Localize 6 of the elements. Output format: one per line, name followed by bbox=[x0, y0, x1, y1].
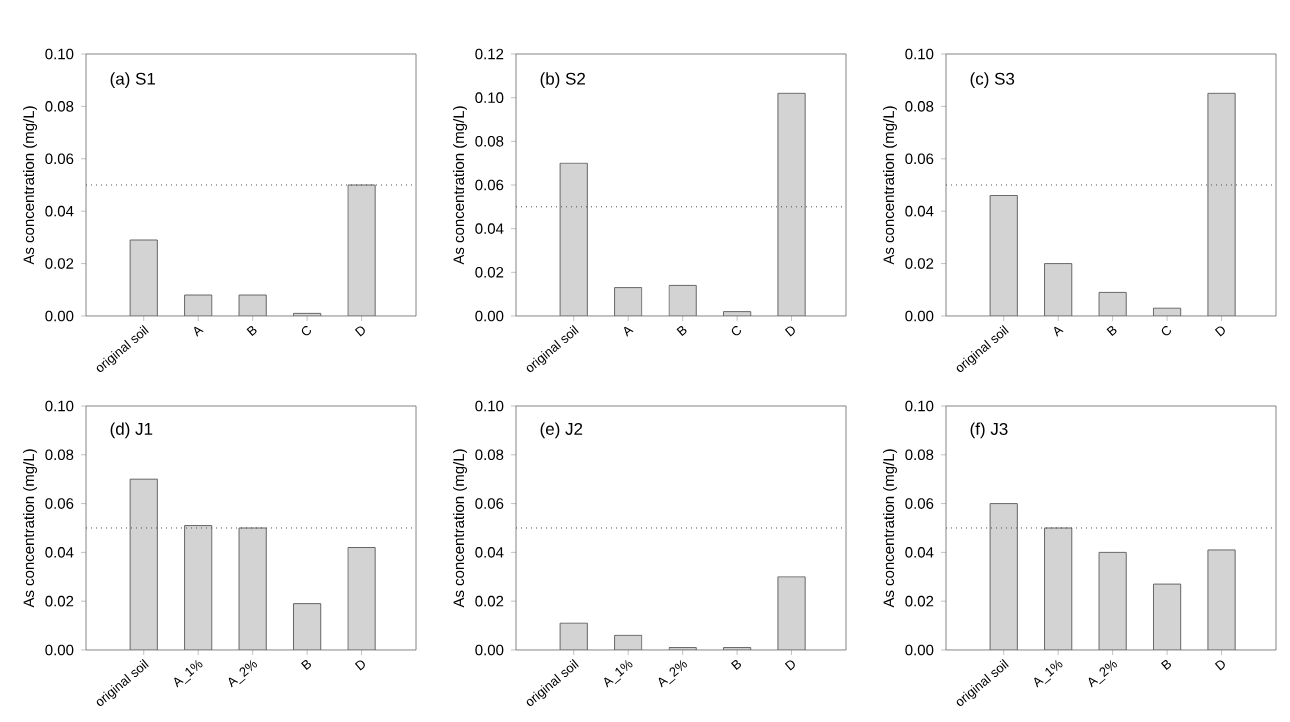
text: (a) S1 bbox=[110, 72, 156, 89]
text: (c) S3 bbox=[970, 72, 1015, 89]
text: (e) J2 bbox=[540, 422, 583, 439]
text: (d) J1 bbox=[110, 422, 153, 439]
text: (b) S2 bbox=[540, 72, 585, 89]
text: (f) J3 bbox=[970, 422, 1008, 439]
